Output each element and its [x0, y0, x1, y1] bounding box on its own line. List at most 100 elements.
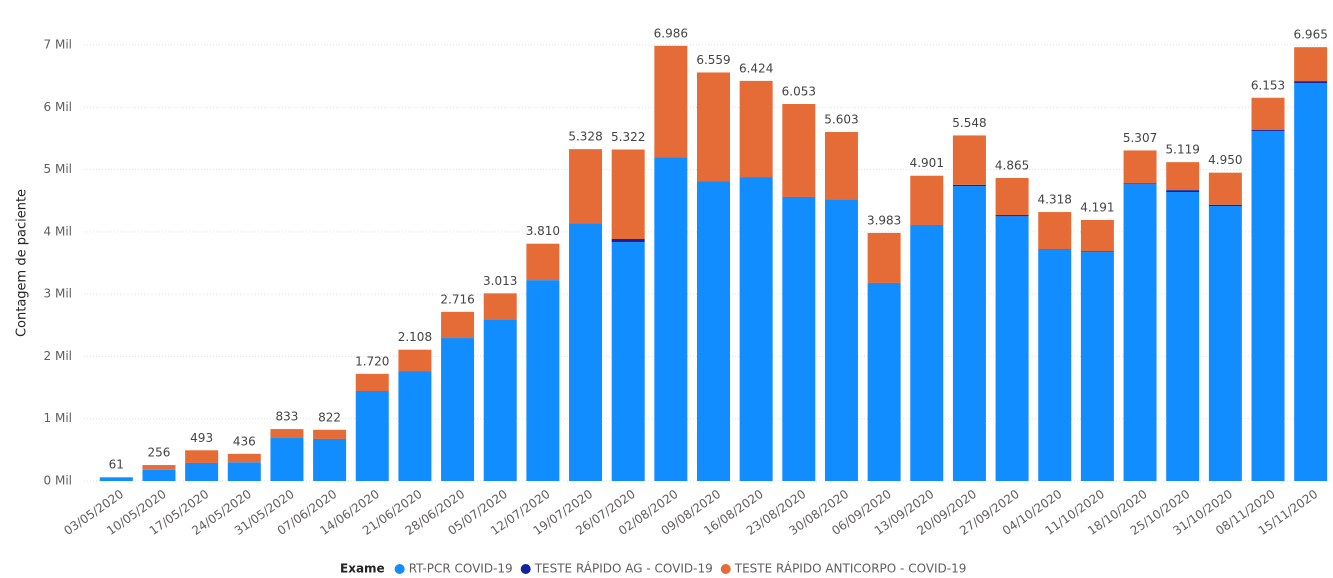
total-label: 4.950: [1208, 153, 1242, 167]
bar-segment: [995, 177, 1029, 216]
bar-segment: [270, 438, 304, 481]
bar-segment: [398, 371, 432, 481]
y-tick-label: 3 Mil: [44, 287, 72, 301]
bar-segment: [1208, 172, 1242, 205]
bar-segment: [483, 319, 517, 481]
total-label: 5.119: [1166, 143, 1200, 157]
y-tick-label: 2 Mil: [44, 349, 72, 363]
bar-segment: [782, 103, 816, 197]
y-axis-label: Contagem de paciente: [15, 189, 30, 337]
bar-segment: [313, 438, 347, 481]
legend-swatch: [520, 564, 531, 574]
total-label: 5.307: [1123, 131, 1157, 145]
total-label: 61: [109, 458, 124, 472]
total-label: 436: [233, 434, 256, 448]
bar-segment: [1208, 204, 1242, 207]
bar-segment: [1080, 251, 1114, 253]
total-label: 4.191: [1080, 200, 1114, 214]
bar-segment: [1038, 249, 1072, 481]
total-label: 6.986: [654, 26, 688, 40]
bar-segment: [654, 45, 688, 158]
bar-segment: [313, 429, 347, 439]
legend-title: Exame: [340, 562, 385, 576]
bar-segment: [526, 243, 560, 281]
bar-segment: [1294, 81, 1328, 83]
bar-segment: [867, 232, 901, 283]
bar-segment: [611, 149, 645, 240]
total-label: 6.559: [696, 53, 730, 67]
bar-segment: [142, 465, 176, 470]
bar-segment: [1080, 219, 1114, 252]
y-tick-label: 0 Mil: [44, 474, 72, 488]
bar-segment: [739, 177, 773, 481]
bar-segment: [441, 338, 475, 481]
bar-segment: [611, 239, 645, 243]
total-label: 493: [190, 431, 213, 445]
bar-segment: [1251, 97, 1285, 131]
bar-segment: [995, 215, 1029, 217]
bar-segment: [355, 390, 389, 481]
bar-segment: [398, 349, 432, 372]
bar-segment: [824, 132, 858, 200]
total-label: 6.153: [1251, 78, 1285, 92]
bar-segment: [867, 282, 901, 481]
bar-segment: [1251, 130, 1285, 131]
bar-segment: [227, 453, 261, 463]
bar-segment: [569, 223, 603, 481]
bar-segment: [1038, 212, 1072, 250]
bar-segment: [1251, 130, 1285, 481]
total-label: 5.603: [824, 113, 858, 127]
total-label: 5.328: [568, 130, 602, 144]
y-tick-label: 1 Mil: [44, 411, 72, 425]
bar-segment: [99, 477, 133, 481]
bar-segment: [1166, 162, 1200, 191]
total-label: 4.901: [910, 156, 944, 170]
bar-segment: [1166, 190, 1200, 192]
bar-segment: [1208, 206, 1242, 481]
total-label: 5.322: [611, 130, 645, 144]
legend-label: TESTE RÁPIDO ANTICORPO - COVID-19: [734, 561, 967, 576]
bar-segment: [952, 186, 986, 481]
total-label: 6.053: [782, 84, 816, 98]
bar-segment: [142, 469, 176, 481]
y-tick-label: 6 Mil: [44, 100, 72, 114]
bar-segment: [1123, 150, 1157, 184]
bar-segment: [441, 311, 475, 339]
bar-segment: [611, 242, 645, 481]
total-label: 5.548: [952, 116, 986, 130]
bar-segment: [952, 184, 986, 187]
total-label: 3.013: [483, 274, 517, 288]
bar-segment: [910, 175, 944, 226]
bar-segment: [654, 157, 688, 481]
bar-segment: [185, 450, 219, 463]
bar-segment: [910, 225, 944, 481]
bar-segment: [1038, 249, 1072, 250]
total-label: 1.720: [355, 354, 389, 368]
bar-segment: [1166, 191, 1200, 481]
bar-segment: [227, 462, 261, 481]
bar-segment: [697, 72, 730, 182]
bar-segment: [185, 462, 219, 481]
total-label: 4.318: [1038, 193, 1072, 207]
bar-segment: [1123, 183, 1157, 185]
bar-segment: [1294, 47, 1328, 82]
y-tick-label: 7 Mil: [44, 38, 72, 52]
legend-swatch: [394, 564, 405, 574]
bar-segment: [1294, 82, 1328, 481]
bar-segment: [739, 80, 773, 178]
total-label: 833: [275, 410, 298, 424]
y-tick-label: 4 Mil: [44, 224, 72, 238]
bar-segment: [995, 216, 1029, 482]
bar-segment: [782, 196, 816, 481]
total-label: 2.716: [440, 292, 474, 306]
legend-label: RT-PCR COVID-19: [409, 562, 513, 576]
bar-segment: [824, 199, 858, 481]
bar-segment: [1123, 184, 1157, 482]
bar-segment: [483, 293, 517, 320]
total-label: 2.108: [398, 330, 432, 344]
bar-segment: [1080, 252, 1114, 481]
legend-label: TESTE RÁPIDO AG - COVID-19: [534, 561, 713, 576]
total-label: 6.424: [739, 61, 773, 75]
legend-swatch: [720, 564, 731, 574]
bar-segment: [270, 429, 304, 439]
